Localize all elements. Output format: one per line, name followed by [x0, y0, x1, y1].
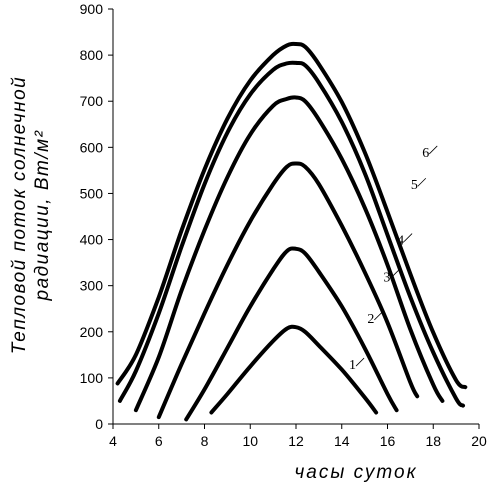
- curve-label-leader: [355, 357, 365, 367]
- y-tick-label: 200: [80, 324, 104, 340]
- series-line-2: [184, 246, 399, 422]
- x-tick-label: 20: [471, 433, 487, 449]
- y-tick-label: 300: [80, 278, 104, 294]
- series-line-5: [117, 60, 465, 408]
- curve-label-leader: [403, 233, 413, 242]
- series-lines: [115, 41, 468, 422]
- series-line-6: [115, 41, 468, 390]
- curve-label-2: 2: [367, 312, 374, 327]
- y-axis-title: Тепловой поток солнечной радиации, Вт/м²: [9, 76, 53, 354]
- x-axis-title: часы суток: [294, 462, 417, 483]
- x-tick-label: 16: [380, 433, 396, 449]
- y-tick-label: 400: [80, 232, 104, 248]
- curve-labels: 1 2 3 4 5 6: [349, 145, 438, 373]
- y-axis-title-line1: Тепловой поток солнечной: [9, 76, 30, 354]
- y-tick-label: 800: [80, 47, 104, 63]
- x-tick-label: 14: [334, 433, 350, 449]
- series-line-1: [209, 324, 379, 415]
- curve-label-leader: [428, 145, 438, 155]
- curve-label-5: 5: [411, 178, 418, 193]
- y-tick-label: 600: [80, 139, 104, 155]
- curve-label-leader: [417, 177, 427, 187]
- y-tick-label: 500: [80, 185, 104, 201]
- y-tick-label: 100: [80, 370, 104, 386]
- curve-label-6: 6: [422, 146, 429, 161]
- curve-label-leader: [390, 270, 399, 279]
- x-tick-label: 12: [288, 433, 304, 449]
- curve-label-4: 4: [397, 234, 404, 249]
- y-tick-label: 700: [80, 93, 104, 109]
- x-tick-label: 18: [425, 433, 441, 449]
- curve-label-1: 1: [349, 358, 356, 373]
- x-tick-label: 10: [242, 433, 258, 449]
- x-tick-label: 6: [155, 433, 163, 449]
- curve-label-3: 3: [383, 270, 390, 285]
- curve-label-leader: [374, 311, 383, 321]
- ticks: 4 6 8 10 12 14 16 18 200100200300400500600700800…: [80, 1, 487, 449]
- y-tick-label: 0: [95, 416, 103, 432]
- x-tick-label: 4: [109, 433, 117, 449]
- y-tick-label: 900: [80, 1, 104, 17]
- x-tick-label: 8: [201, 433, 209, 449]
- y-axis-title-line2: радиации, Вт/м²: [32, 130, 53, 302]
- series-line-3: [156, 161, 420, 420]
- series-line-4: [133, 95, 445, 413]
